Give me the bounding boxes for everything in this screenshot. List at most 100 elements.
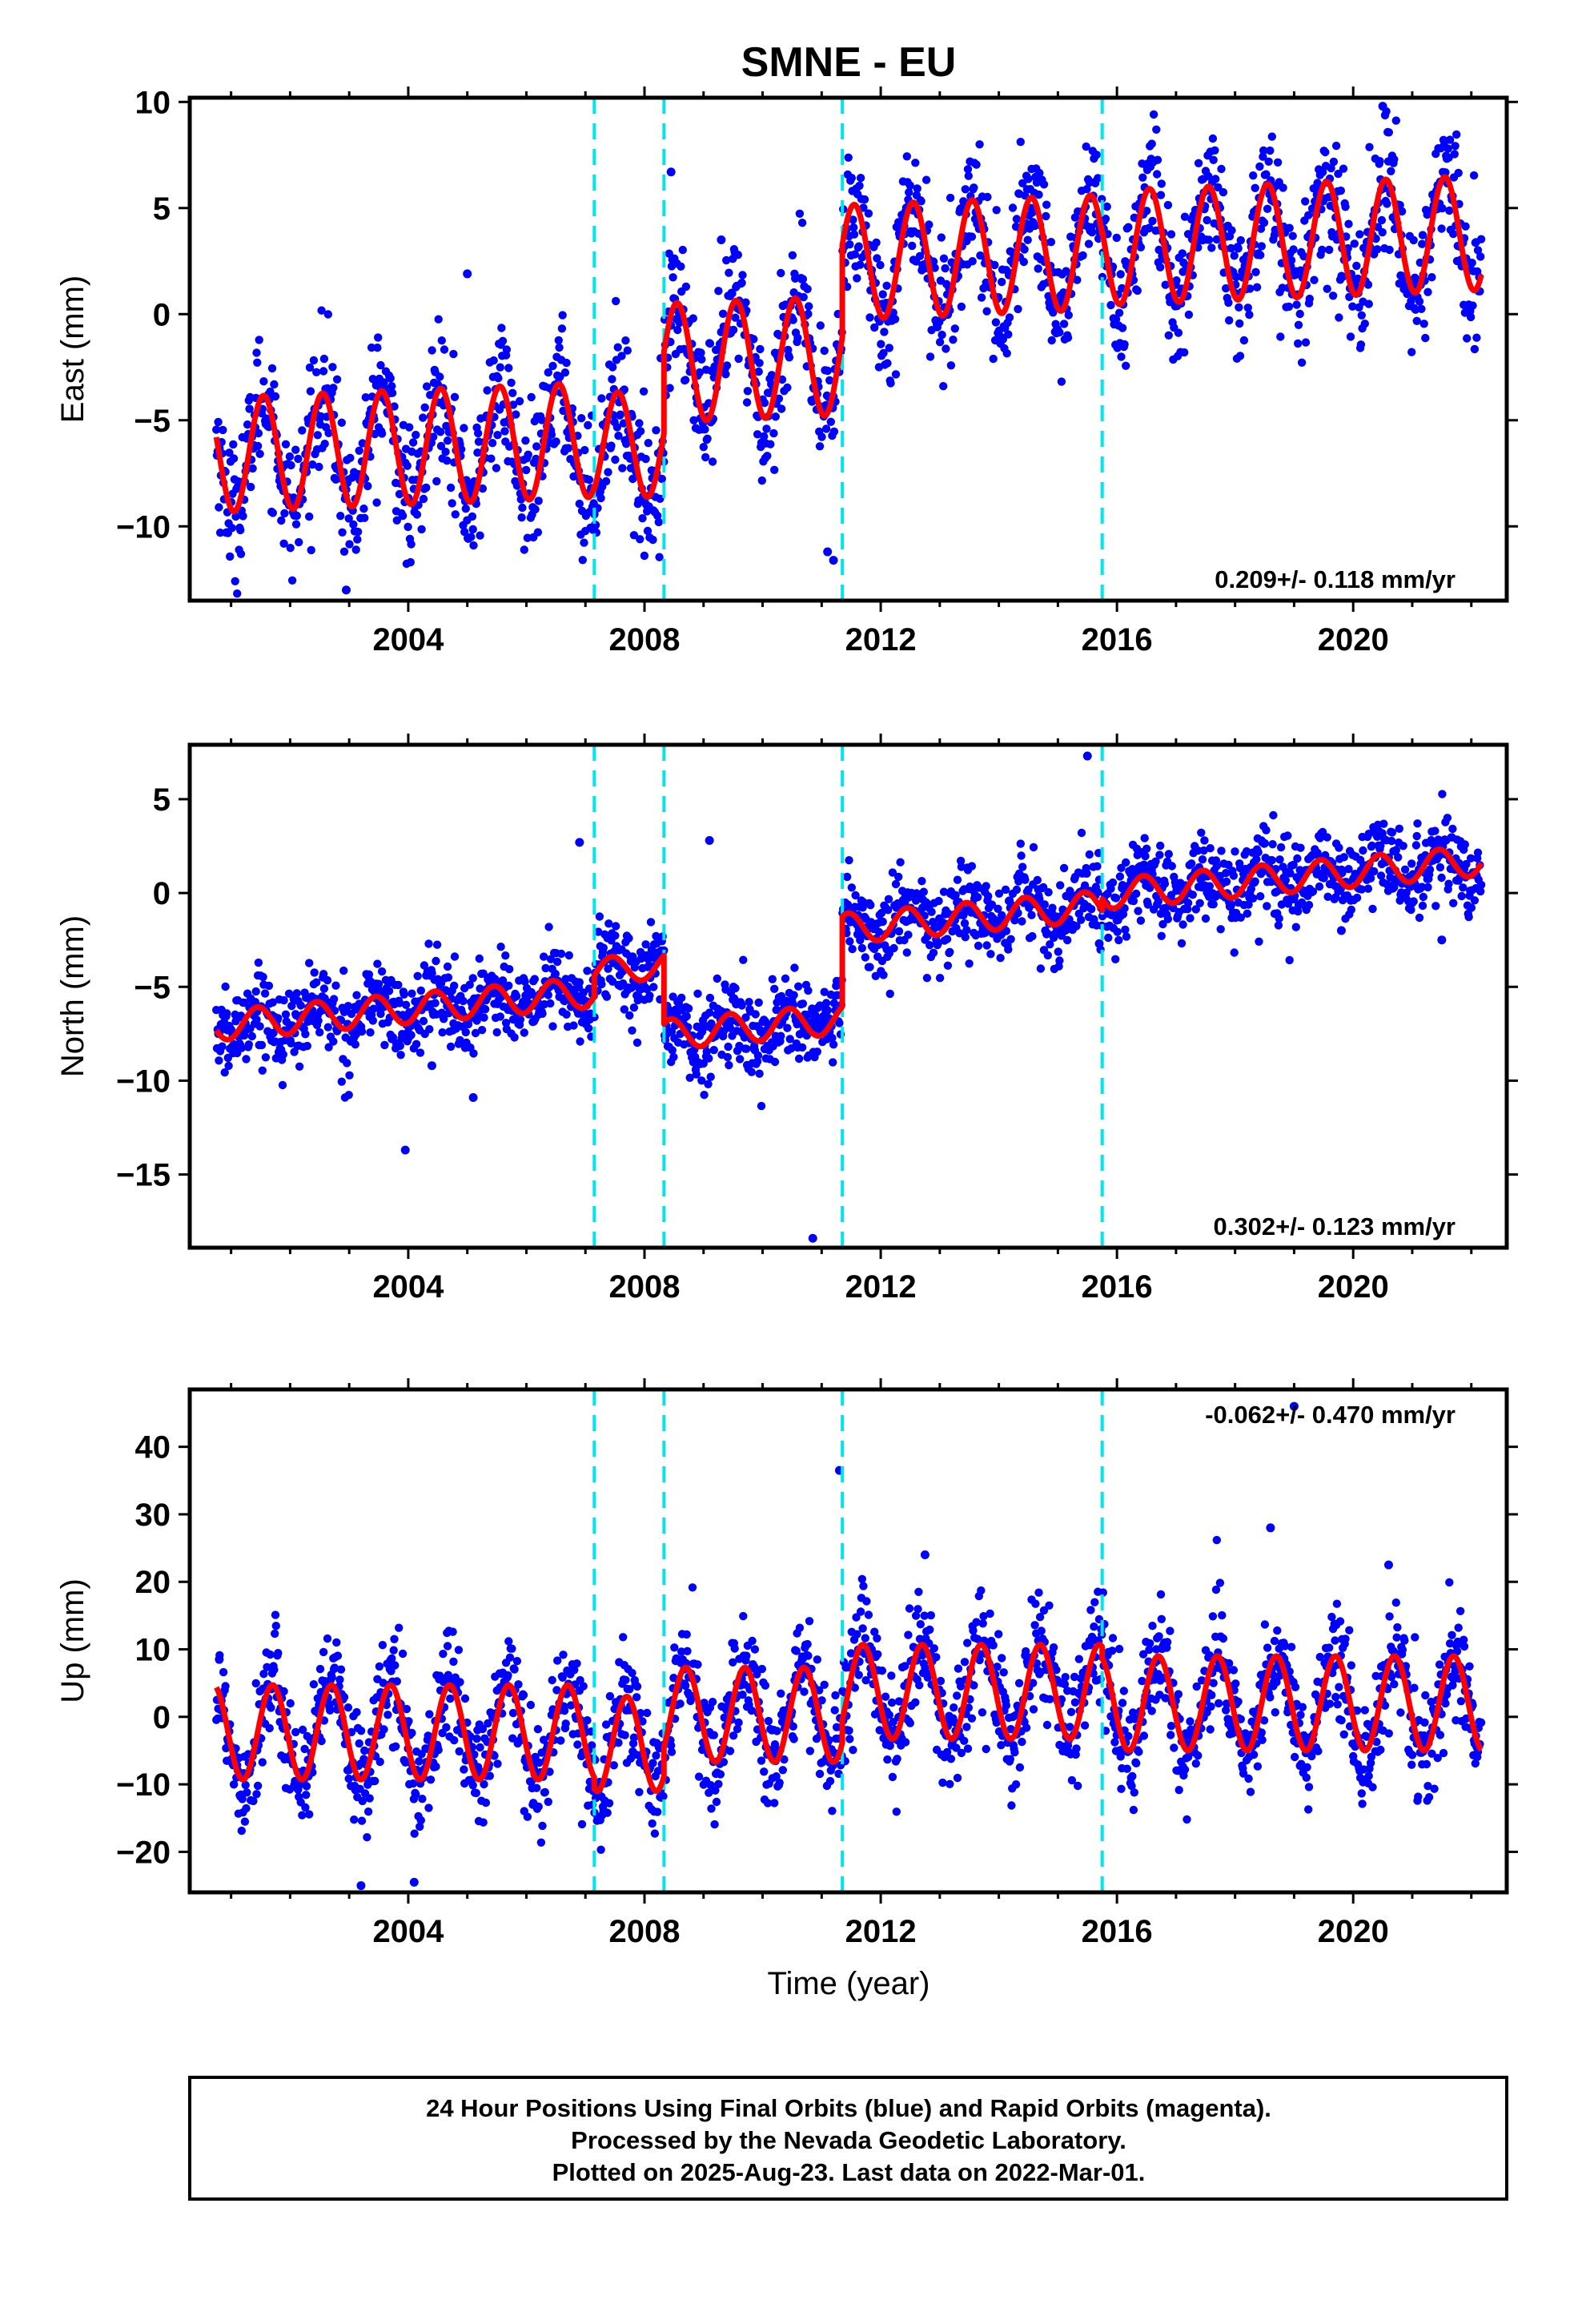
- up-point: [885, 1711, 894, 1719]
- east-point: [972, 160, 981, 169]
- north-point: [1407, 859, 1416, 868]
- north-y-axis-label: North (mm): [55, 915, 90, 1077]
- north-point: [461, 1027, 470, 1037]
- east-point: [942, 344, 950, 353]
- east-point: [436, 428, 445, 436]
- north-point: [1425, 865, 1435, 875]
- east-point: [601, 476, 611, 486]
- east-point: [718, 309, 728, 318]
- north-point: [544, 923, 553, 931]
- north-point: [884, 895, 893, 904]
- east-point: [560, 368, 570, 377]
- north-point: [879, 971, 888, 979]
- north-point: [223, 1009, 231, 1018]
- north-point: [471, 1028, 480, 1038]
- east-point: [1377, 215, 1387, 225]
- east-point: [1461, 222, 1470, 231]
- north-point: [1018, 917, 1026, 926]
- north-point: [725, 1060, 733, 1070]
- north-point: [777, 1031, 785, 1040]
- east-point: [1452, 130, 1461, 139]
- up-point: [432, 1762, 440, 1771]
- east-point: [1297, 358, 1307, 367]
- east-point: [611, 455, 620, 464]
- east-point: [1451, 142, 1460, 151]
- north-point: [929, 948, 938, 958]
- east-point: [1047, 336, 1056, 345]
- up-point: [408, 1779, 418, 1788]
- north-point: [364, 970, 374, 979]
- east-point: [1301, 197, 1310, 206]
- east-point: [1318, 245, 1327, 255]
- east-point: [921, 175, 931, 184]
- north-point: [1391, 846, 1401, 854]
- east-point: [1008, 203, 1018, 212]
- north-point: [408, 989, 416, 998]
- east-point: [398, 511, 408, 521]
- east-point: [816, 321, 825, 330]
- east-point: [253, 358, 262, 367]
- up-point: [800, 1687, 809, 1696]
- east-point: [332, 375, 342, 384]
- up-point: [825, 1776, 835, 1786]
- north-point: [965, 959, 974, 968]
- east-point: [785, 353, 794, 362]
- east-point: [443, 436, 452, 445]
- north-point: [1387, 828, 1397, 837]
- east-point: [436, 441, 446, 451]
- north-point: [845, 856, 853, 865]
- east-point: [532, 442, 541, 451]
- east-point: [1409, 235, 1418, 245]
- east-point: [652, 426, 661, 435]
- east-point: [1078, 251, 1087, 260]
- east-point: [1295, 309, 1304, 319]
- east-point: [1473, 246, 1483, 255]
- north-point: [967, 862, 977, 870]
- east-point: [1049, 308, 1058, 317]
- up-point: [648, 1819, 656, 1828]
- north-point: [1323, 833, 1331, 842]
- east-point: [612, 296, 620, 306]
- east-point: [1224, 298, 1233, 308]
- east-point: [877, 340, 885, 348]
- north-point: [374, 979, 383, 988]
- north-point: [1187, 859, 1196, 868]
- east-point: [1383, 199, 1391, 208]
- north-point: [1400, 865, 1410, 875]
- east-point: [346, 453, 355, 462]
- east-point: [428, 346, 436, 355]
- north-point: [723, 1052, 732, 1062]
- east-point: [1472, 333, 1481, 342]
- up-point: [873, 1634, 881, 1642]
- north-point: [1399, 842, 1407, 850]
- north-point: [1352, 893, 1362, 903]
- east-point: [621, 336, 630, 345]
- east-point: [1243, 304, 1253, 312]
- east-point: [1287, 255, 1296, 265]
- east-point: [1301, 338, 1311, 347]
- east-point: [219, 425, 227, 435]
- up-point: [805, 1747, 814, 1755]
- north-point: [544, 991, 552, 999]
- north-point: [512, 991, 521, 1001]
- up-point: [395, 1623, 404, 1632]
- east-point: [1153, 170, 1162, 179]
- up-point: [472, 1735, 481, 1743]
- north-point: [1359, 846, 1367, 855]
- east-point: [271, 392, 280, 401]
- east-point: [508, 400, 518, 409]
- north-point: [1412, 831, 1421, 841]
- north-point: [407, 1031, 416, 1039]
- up-point: [514, 1680, 523, 1689]
- east-point: [917, 197, 926, 206]
- east-point: [731, 313, 740, 322]
- up-point: [533, 1725, 543, 1734]
- east-point: [1331, 141, 1341, 151]
- east-point: [1466, 312, 1476, 322]
- north-point: [770, 1057, 780, 1067]
- east-point: [358, 439, 367, 448]
- north-point: [1387, 836, 1396, 846]
- east-point: [1335, 313, 1343, 322]
- north-point: [1177, 939, 1186, 948]
- east-point: [1094, 174, 1102, 183]
